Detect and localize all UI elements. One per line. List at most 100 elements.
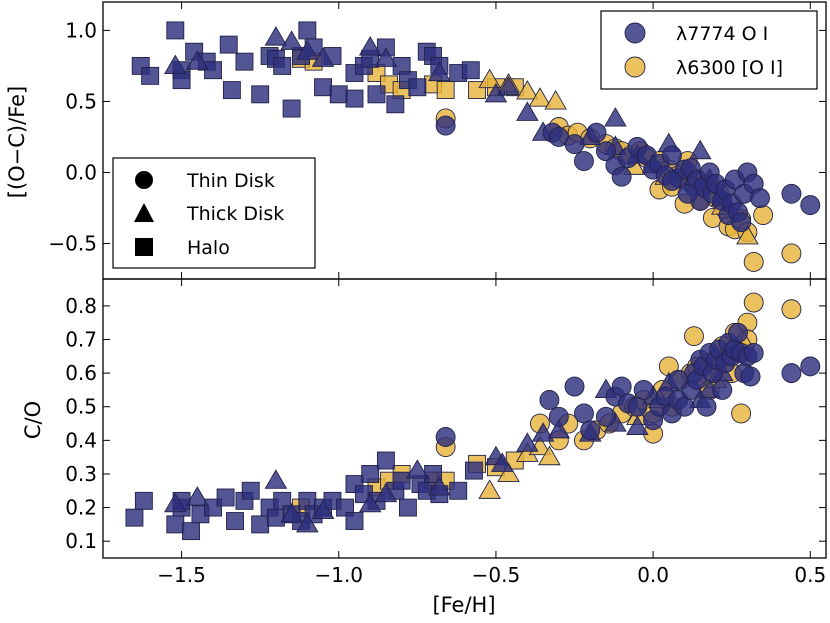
top-point-7774 bbox=[604, 107, 627, 127]
bottom-point-7774 bbox=[674, 396, 695, 417]
bottom-plot-frame bbox=[102, 278, 827, 559]
bottom-point-6300 bbox=[743, 292, 764, 313]
bottom-point-7774 bbox=[728, 322, 748, 343]
thin-disk-marker bbox=[135, 171, 153, 189]
bottom-point-7774 bbox=[516, 432, 539, 452]
top-point-7774 bbox=[750, 188, 770, 208]
top-point-7774 bbox=[688, 139, 712, 160]
bottom-point-7774 bbox=[226, 512, 244, 530]
bottom-point-6300 bbox=[781, 299, 802, 320]
top-point-6300 bbox=[781, 243, 802, 264]
top-point-6300 bbox=[743, 252, 764, 272]
top-point-7774 bbox=[374, 47, 398, 67]
thin-disk-label: Thin Disk bbox=[186, 170, 275, 192]
bottom-point-7774 bbox=[531, 422, 555, 442]
top-point-7774 bbox=[386, 95, 405, 114]
bottom-point-7774 bbox=[280, 502, 303, 523]
bottom-point-7774 bbox=[668, 369, 689, 390]
top-point-7774 bbox=[296, 40, 319, 60]
bottom-point-6300 bbox=[538, 445, 561, 466]
top-point-7774 bbox=[516, 101, 539, 121]
bottom-y-axis-title: C/O bbox=[21, 401, 45, 439]
bottom-data-points bbox=[125, 292, 821, 541]
top-point-7774 bbox=[204, 61, 222, 80]
x-axis-title: [Fe/H] bbox=[432, 593, 495, 617]
top-point-7774 bbox=[662, 171, 682, 191]
bottom-point-7774 bbox=[164, 492, 187, 513]
legend-marker-6300 bbox=[624, 56, 646, 78]
bottom-point-7774 bbox=[611, 376, 632, 397]
top-point-7774 bbox=[345, 89, 364, 108]
bottom-point-7774 bbox=[712, 379, 733, 400]
bottom-point-7774 bbox=[216, 488, 235, 507]
bottom-point-7774 bbox=[740, 366, 761, 387]
bottom-point-7774 bbox=[266, 508, 285, 527]
bottom-point-7774 bbox=[251, 515, 270, 534]
top-point-7774 bbox=[141, 66, 160, 85]
top-ytick-label: 0.5 bbox=[65, 89, 97, 113]
top-point-6300 bbox=[478, 68, 501, 89]
bottom-point-7774 bbox=[125, 508, 144, 527]
series-legend: λ7774 O I λ6300 [O I] bbox=[600, 10, 818, 90]
bottom-panel: 0.1 0.2 0.3 0.4 0.5 0.6 0.7 0.8 −1.5 −1.0 −0.5 0.0… bbox=[21, 278, 827, 617]
top-point-7774 bbox=[564, 134, 585, 155]
bottom-point-7774 bbox=[743, 343, 764, 363]
bottom-point-7774 bbox=[273, 491, 292, 510]
bottom-y-ticks: 0.1 0.2 0.3 0.4 0.5 0.6 0.7 0.8 bbox=[65, 279, 826, 558]
x-axis-ticks: −1.5 −1.0 −0.5 0.0 0.5 bbox=[157, 563, 826, 587]
top-point-7774 bbox=[596, 141, 616, 162]
population-legend: Thin Disk Thick Disk Halo bbox=[112, 157, 316, 269]
thick-disk-marker bbox=[134, 203, 154, 222]
bottom-point-7774 bbox=[564, 376, 585, 397]
bottom-point-7774 bbox=[464, 461, 483, 480]
top-point-7774 bbox=[497, 75, 520, 96]
bottom-point-7774 bbox=[428, 476, 451, 496]
top-point-7774 bbox=[461, 61, 480, 80]
bottom-point-7774 bbox=[186, 486, 209, 506]
bottom-ytick-label: 0.3 bbox=[65, 462, 97, 486]
x-tick-label: −0.5 bbox=[472, 563, 521, 587]
top-panel: 1.0 0.5 0.0 −0.5 [(O−C)/Fe] λ7774 O I λ6300… bbox=[5, 1, 827, 280]
x-tick-label: −1.0 bbox=[314, 563, 363, 587]
top-point-7774 bbox=[264, 26, 288, 46]
top-y-axis-title: [(O−C)/Fe] bbox=[5, 86, 29, 199]
top-point-7774 bbox=[428, 61, 451, 82]
bottom-point-7774 bbox=[633, 379, 654, 400]
legend-label-6300: λ6300 [O I] bbox=[676, 57, 783, 79]
top-point-7774 bbox=[329, 85, 348, 104]
bottom-point-7774 bbox=[345, 512, 364, 530]
top-y-ticks: 1.0 0.5 0.0 −0.5 bbox=[48, 2, 826, 279]
bottom-ytick-label: 0.6 bbox=[65, 361, 97, 385]
top-point-7774 bbox=[677, 183, 698, 204]
top-point-6300 bbox=[736, 224, 759, 245]
top-point-7774 bbox=[662, 145, 682, 166]
bottom-point-7774 bbox=[574, 403, 594, 424]
top-point-7774 bbox=[314, 78, 332, 97]
bottom-ytick-label: 0.8 bbox=[65, 294, 97, 318]
bottom-point-7774 bbox=[627, 396, 648, 417]
bottom-point-7774 bbox=[296, 512, 319, 533]
top-point-7774 bbox=[282, 99, 301, 118]
top-point-7774 bbox=[164, 54, 187, 74]
bottom-point-7774 bbox=[781, 363, 802, 384]
bottom-point-6300 bbox=[497, 462, 520, 483]
top-point-6300 bbox=[544, 90, 567, 110]
legend-label-7774: λ7774 O I bbox=[676, 23, 768, 45]
bottom-point-7774 bbox=[548, 406, 569, 427]
top-point-7774 bbox=[781, 183, 802, 204]
top-point-7774 bbox=[166, 21, 185, 40]
x-tick-label: 0.5 bbox=[794, 563, 826, 587]
bottom-point-7774 bbox=[435, 427, 456, 447]
top-ytick-label: 0.0 bbox=[65, 160, 97, 184]
top-point-7774 bbox=[731, 212, 752, 233]
bottom-point-7774 bbox=[490, 452, 514, 472]
bottom-point-6300 bbox=[731, 403, 752, 424]
bottom-ytick-label: 0.1 bbox=[65, 529, 97, 553]
top-point-7774 bbox=[408, 78, 427, 97]
top-ytick-label: 1.0 bbox=[65, 18, 97, 42]
bottom-point-7774 bbox=[406, 459, 429, 479]
bottom-point-7774 bbox=[134, 491, 153, 510]
bottom-point-6300 bbox=[684, 326, 704, 347]
top-point-7774 bbox=[611, 166, 632, 187]
